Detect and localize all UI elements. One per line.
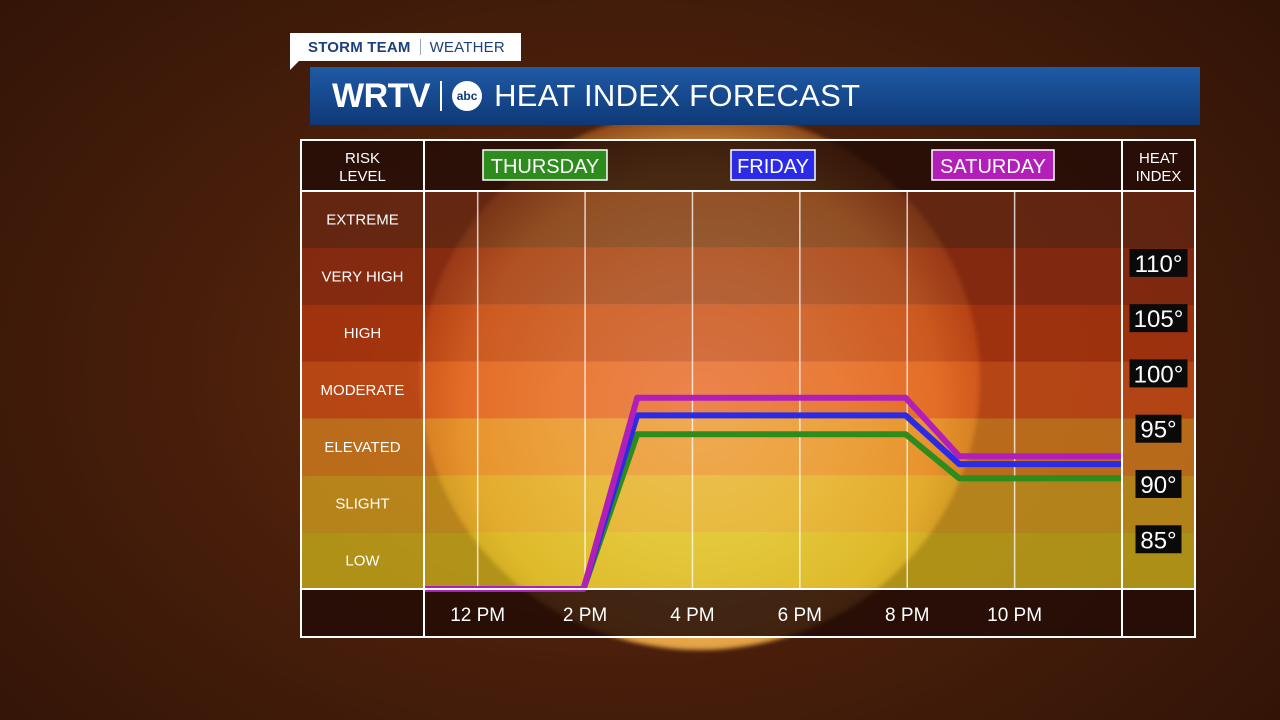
page-title: HEAT INDEX FORECAST [494,78,861,113]
risk-label-low: LOW [345,553,380,570]
risk-band-extreme [301,191,1195,248]
index-header-line1: HEAT [1139,150,1178,167]
footer-row [301,589,1195,637]
risk-label-very-high: VERY HIGH [322,268,404,285]
risk-band-high [301,304,1195,362]
legend-box-thursday [482,149,608,181]
y-tick-box [1129,304,1188,333]
risk-label-high: HIGH [344,325,382,342]
y-tick-box [1135,414,1182,443]
y-tick-box [1129,248,1188,277]
y-tick-box [1135,469,1182,498]
y-tick-label: 90° [1140,472,1176,499]
risk-band-low [301,532,1195,589]
weather-label: WEATHER [429,38,505,56]
y-tick-box [1129,359,1188,388]
risk-band-very-high [301,247,1195,305]
station-logo: WRTV [332,76,431,115]
chart-labels: EXTREME VERY HIGH HIGH MODERATE ELEVATED SLIG… [321,149,1188,626]
risk-label-moderate: MODERATE [321,382,405,399]
tag-tail [290,60,300,70]
risk-label-extreme: EXTREME [326,211,399,228]
title-banner: WRTV abc HEAT INDEX FORECAST [310,67,1200,125]
storm-team-tag: STORM TEAM WEATHER [290,33,521,61]
y-tick-label: 85° [1140,527,1176,554]
y-tick-box [1135,525,1182,554]
legend-box-friday [730,149,816,181]
chart-grid [476,191,1016,589]
x-tick-label: 10 PM [987,605,1042,626]
y-tick-label: 100° [1134,361,1184,388]
tag-divider [419,39,421,55]
y-tick-label: 110° [1135,251,1183,278]
chart-frame [300,139,1196,638]
risk-band-slight [301,475,1195,533]
legend-label-saturday: SATURDAY [940,156,1046,178]
y-tick-label: 105° [1134,306,1184,333]
risk-header-line1: RISK [345,150,380,167]
storm-team-label: STORM TEAM [308,38,411,56]
x-tick-label: 12 PM [450,605,505,626]
index-header-line2: INDEX [1136,168,1182,185]
chart-border [300,139,1196,638]
x-tick-label: 4 PM [670,605,714,626]
x-tick-label: 6 PM [778,605,822,626]
legend-label-friday: FRIDAY [737,156,809,178]
y-tick-label: 95° [1140,417,1176,444]
risk-header-line2: LEVEL [339,168,386,185]
x-tick-label: 2 PM [563,605,607,626]
abc-logo-icon: abc [452,81,483,111]
legend-box-saturday [931,149,1055,181]
risk-label-slight: SLIGHT [335,496,389,513]
x-tick-label: 8 PM [885,605,929,626]
logo-divider [440,81,443,111]
risk-bands [301,140,1195,637]
risk-band-moderate [301,361,1195,419]
risk-label-elevated: ELEVATED [324,439,400,456]
legend-label-thursday: THURSDAY [491,156,600,178]
